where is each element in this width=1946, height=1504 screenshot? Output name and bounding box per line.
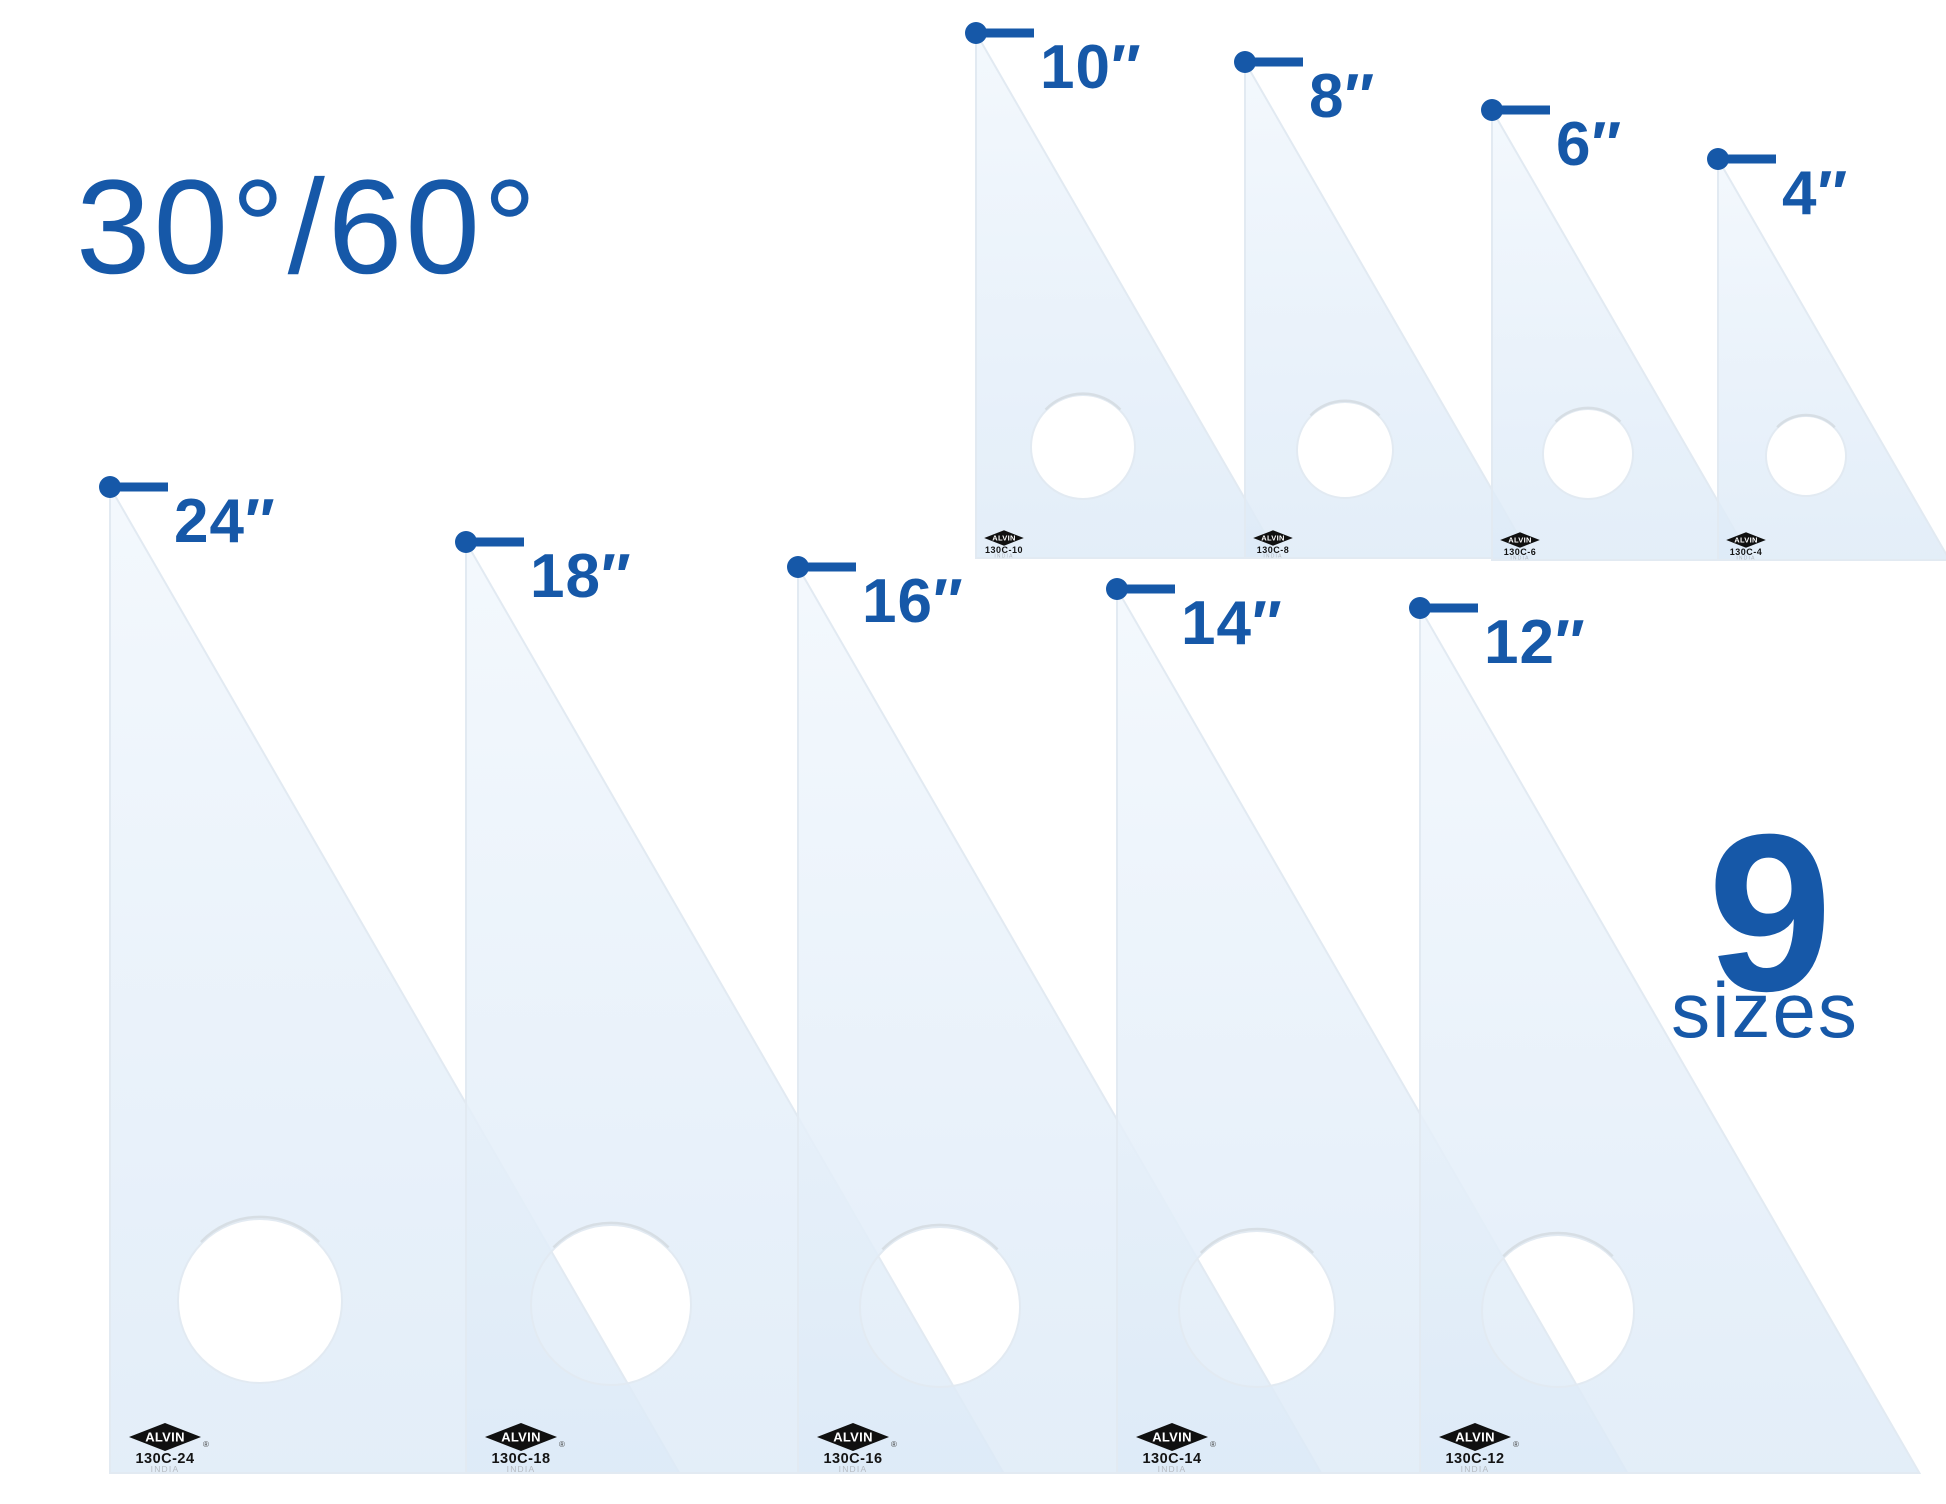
finger-hole	[200, 1215, 320, 1243]
alvin-logo-diamond	[129, 1423, 201, 1451]
origin-label: INDIA	[994, 554, 1013, 560]
finger-hole	[881, 1223, 999, 1251]
alvin-logo-text: ALVIN	[992, 533, 1015, 542]
registered-mark: ®	[1210, 1440, 1216, 1449]
sizes-count-label: sizes	[1671, 966, 1859, 1054]
size-label-text: 12″	[1484, 608, 1586, 677]
size-callout-line	[1498, 105, 1550, 115]
alvin-logo-text: ALVIN	[1455, 1430, 1495, 1445]
alvin-logo-text: ALVIN	[1508, 535, 1531, 544]
model-number: 130C-16	[823, 1451, 882, 1467]
size-callout-line	[116, 482, 168, 492]
triangle-shape	[1116, 585, 1630, 1474]
size-callout-line	[1724, 154, 1776, 164]
alvin-logo-text: ALVIN	[145, 1430, 185, 1445]
alvin-logo-text: ALVIN	[833, 1430, 873, 1445]
size-callout-line	[804, 562, 856, 572]
alvin-logo-text: ALVIN	[1261, 533, 1284, 542]
alvin-logo-diamond	[984, 530, 1024, 546]
size-callout-dot	[965, 22, 987, 44]
size-callout-dot	[99, 476, 121, 498]
alvin-logo-diamond	[817, 1423, 889, 1451]
size-label-text: 4″	[1782, 159, 1848, 228]
size-callout-dot	[1707, 148, 1729, 170]
sizes-count: 9	[1708, 788, 1833, 1038]
size-callout-dot	[787, 556, 809, 578]
alvin-logo-diamond	[1136, 1423, 1208, 1451]
model-number: 130C-8	[1257, 545, 1290, 555]
origin-label: INDIA	[151, 1464, 180, 1474]
size-callout-dot	[1481, 99, 1503, 121]
size-callout-dot	[1409, 597, 1431, 619]
size-label-text: 24″	[174, 487, 276, 556]
alvin-logo-diamond	[1439, 1423, 1511, 1451]
model-number: 130C-24	[135, 1451, 194, 1467]
model-number: 130C-4	[1730, 547, 1763, 557]
alvin-logo-diamond	[1726, 532, 1766, 548]
triangles-layer: 10″ALVIN130C-10INDIA8″ALVIN130C-8INDIA6″…	[99, 22, 1946, 1474]
alvin-logo-diamond	[485, 1423, 557, 1451]
origin-label: INDIA	[839, 1464, 868, 1474]
size-callout-line	[982, 28, 1034, 38]
alvin-logo-text: ALVIN	[1734, 535, 1757, 544]
triangle-shape	[975, 29, 1281, 559]
registered-mark: ®	[1513, 1440, 1519, 1449]
model-number: 130C-12	[1445, 1451, 1504, 1467]
origin-label: INDIA	[1736, 556, 1755, 562]
size-callout-line	[1251, 57, 1303, 67]
model-number: 130C-18	[491, 1451, 550, 1467]
size-label-text: 14″	[1181, 589, 1283, 658]
origin-label: INDIA	[1158, 1464, 1187, 1474]
registered-mark: ®	[891, 1440, 897, 1449]
angle-title: 30°/60°	[76, 153, 540, 302]
finger-hole	[1776, 413, 1836, 429]
size-callout-dot	[1106, 578, 1128, 600]
size-label-text: 18″	[530, 542, 632, 611]
alvin-logo-diamond	[1500, 532, 1540, 548]
model-number: 130C-6	[1504, 547, 1537, 557]
alvin-logo-text: ALVIN	[501, 1430, 541, 1445]
size-label-text: 16″	[862, 567, 964, 636]
finger-hole	[1502, 1231, 1614, 1258]
finger-hole	[1554, 406, 1622, 423]
model-number: 130C-14	[1142, 1451, 1201, 1467]
alvin-logo-text: ALVIN	[1152, 1430, 1192, 1445]
triangle-shape	[1244, 58, 1534, 559]
registered-mark: ®	[203, 1440, 209, 1449]
size-label-text: 6″	[1556, 110, 1622, 179]
finger-hole	[1044, 392, 1122, 411]
size-callout-line	[472, 537, 524, 547]
size-callout-line	[1426, 603, 1478, 613]
finger-hole	[552, 1221, 670, 1249]
size-callout-dot	[455, 531, 477, 553]
size-callout-dot	[1234, 51, 1256, 73]
origin-label: INDIA	[1510, 556, 1529, 562]
origin-label: INDIA	[1263, 554, 1282, 560]
size-callout-line	[1123, 584, 1175, 594]
finger-hole	[1199, 1227, 1315, 1254]
triangle-shape	[797, 563, 1323, 1474]
size-label-text: 8″	[1309, 62, 1375, 131]
origin-label: INDIA	[1461, 1464, 1490, 1474]
size-label-text: 10″	[1040, 33, 1142, 102]
finger-hole	[1309, 399, 1381, 417]
alvin-logo-diamond	[1253, 530, 1293, 546]
triangle-shape	[1419, 604, 1922, 1474]
registered-mark: ®	[559, 1440, 565, 1449]
origin-label: INDIA	[507, 1464, 536, 1474]
model-number: 130C-10	[985, 545, 1023, 555]
